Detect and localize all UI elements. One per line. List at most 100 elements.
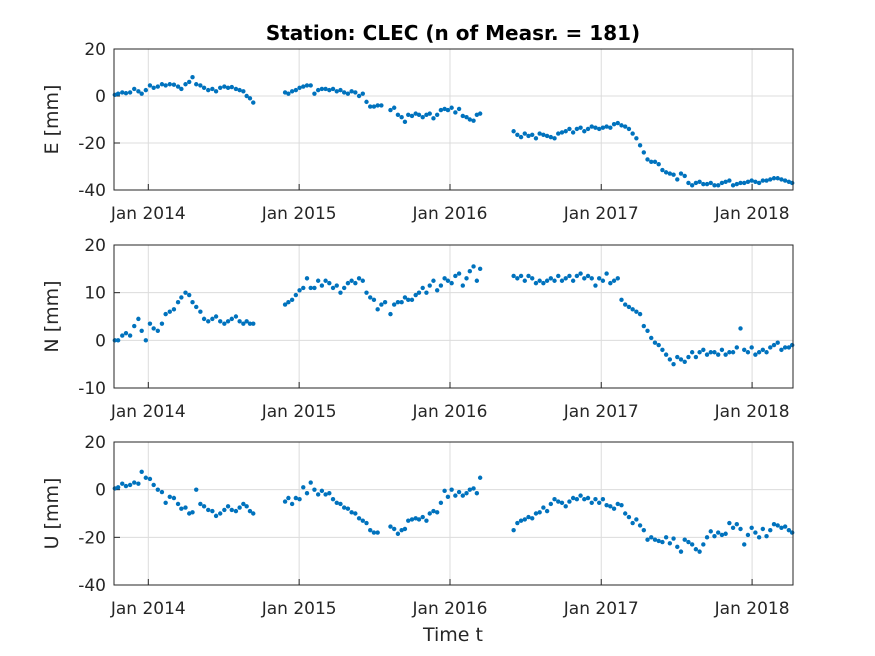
- data-point: [323, 278, 328, 283]
- data-point: [734, 181, 739, 187]
- data-point: [123, 330, 129, 336]
- data-point: [511, 129, 516, 134]
- data-point: [559, 278, 565, 283]
- data-point: [445, 107, 451, 113]
- data-point: [630, 520, 635, 526]
- data-point: [391, 302, 397, 307]
- data-point: [395, 112, 401, 118]
- data-point: [213, 89, 219, 94]
- data-point: [585, 126, 591, 132]
- data-point: [544, 278, 550, 283]
- data-point: [416, 290, 422, 295]
- data-point: [334, 89, 339, 94]
- data-point: [634, 517, 639, 522]
- data-point: [623, 124, 628, 129]
- y-axis-label: N [mm]: [41, 280, 63, 352]
- data-point: [289, 297, 295, 303]
- data-point: [371, 297, 377, 303]
- data-point: [719, 180, 725, 186]
- x-tick-label: Jan 2014: [110, 599, 186, 619]
- data-point: [379, 302, 384, 307]
- data-point: [297, 288, 302, 293]
- data-point: [775, 340, 780, 345]
- data-point: [704, 535, 710, 540]
- data-point: [190, 300, 195, 305]
- data-point: [445, 494, 451, 500]
- data-point: [570, 278, 576, 283]
- data-point: [198, 83, 203, 88]
- data-point: [782, 178, 788, 183]
- data-point: [663, 352, 669, 357]
- data-point: [715, 352, 721, 357]
- data-point: [693, 180, 699, 186]
- data-point: [533, 511, 539, 516]
- data-point: [723, 531, 728, 536]
- y-tick-label: -40: [78, 181, 106, 201]
- data-point: [364, 290, 369, 295]
- data-point: [574, 126, 580, 132]
- data-point: [764, 178, 769, 183]
- data-point: [537, 510, 542, 515]
- y-tick-label: -20: [78, 528, 106, 548]
- data-point: [511, 527, 516, 533]
- data-point: [206, 319, 211, 324]
- data-point: [364, 520, 369, 526]
- data-point: [241, 321, 246, 326]
- data-point: [552, 278, 557, 283]
- data-point: [708, 180, 713, 186]
- data-point: [315, 278, 321, 283]
- data-point: [206, 87, 211, 93]
- data-point: [574, 273, 580, 279]
- y-tick-label: -20: [78, 134, 106, 154]
- data-point: [704, 352, 710, 357]
- data-point: [559, 500, 565, 505]
- data-point: [533, 280, 539, 286]
- data-point: [693, 547, 699, 552]
- data-point: [515, 520, 520, 526]
- data-point: [723, 179, 728, 184]
- data-point: [375, 307, 380, 312]
- data-point: [364, 99, 369, 105]
- data-point: [420, 285, 425, 291]
- data-point: [341, 285, 347, 291]
- data-point: [779, 347, 784, 353]
- data-point: [139, 91, 144, 96]
- data-point: [530, 276, 535, 281]
- data-point: [139, 469, 144, 474]
- data-point: [120, 90, 125, 95]
- data-point: [460, 493, 465, 498]
- data-point: [424, 290, 429, 295]
- data-point: [247, 508, 253, 514]
- data-point: [522, 278, 527, 283]
- x-tick-label: Jan 2018: [714, 402, 790, 422]
- data-point: [382, 300, 388, 305]
- data-point: [771, 176, 777, 181]
- data-point: [301, 84, 306, 89]
- data-point: [229, 316, 234, 322]
- data-point: [251, 321, 256, 326]
- data-point: [541, 132, 546, 137]
- data-point: [424, 518, 429, 523]
- data-point: [353, 90, 358, 95]
- data-point: [167, 494, 172, 500]
- data-point: [671, 172, 676, 177]
- data-point: [345, 506, 351, 511]
- data-point: [760, 178, 766, 183]
- x-tick-label: Jan 2017: [563, 204, 639, 224]
- y-tick-label: 20: [84, 236, 106, 256]
- data-point: [233, 86, 239, 92]
- data-point: [171, 82, 177, 87]
- panel-e: Jan 2014 Jan 2015 Jan 2016 Jan 2017 Jan 2018…: [41, 40, 795, 224]
- data-point: [697, 549, 702, 554]
- data-point: [738, 526, 743, 532]
- data-point: [308, 285, 313, 291]
- data-point: [556, 131, 561, 136]
- data-point: [399, 300, 404, 305]
- y-tick-label: 0: [95, 331, 106, 351]
- data-point: [416, 517, 422, 522]
- data-point: [574, 497, 580, 502]
- data-point: [120, 481, 125, 486]
- data-point: [556, 273, 561, 279]
- data-point: [183, 82, 188, 87]
- data-point: [229, 507, 234, 513]
